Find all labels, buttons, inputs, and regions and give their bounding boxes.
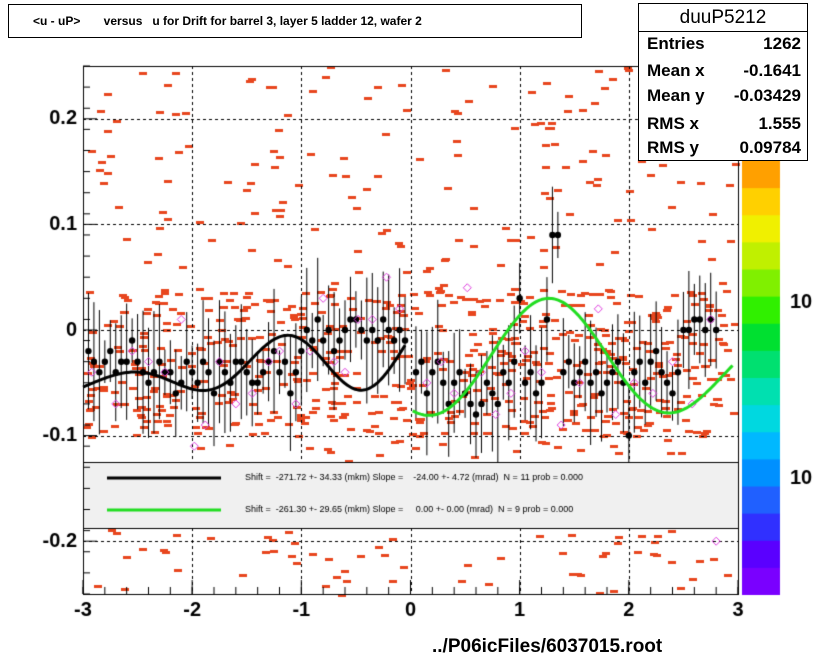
stats-key: RMS x	[647, 114, 699, 133]
stats-row-rms-x: RMS x 1.555	[647, 114, 801, 138]
stats-box: duuP5212 Entries 1262 Mean x -0.1641 Mea…	[638, 3, 808, 161]
stats-row-rms-y: RMS y 0.09784	[647, 138, 801, 162]
stats-key: Mean y	[647, 86, 705, 105]
stats-key: Mean x	[647, 61, 705, 80]
stats-key: RMS y	[647, 138, 699, 157]
stats-row-entries: Entries 1262	[647, 34, 801, 58]
chart-title: <u - uP> versus u for Drift for barrel 3…	[33, 14, 422, 28]
stats-value: 1.555	[758, 114, 801, 133]
stats-row-mean-y: Mean y -0.03429	[647, 86, 801, 110]
chart-title-box: <u - uP> versus u for Drift for barrel 3…	[8, 4, 582, 38]
stats-value: -0.1641	[743, 61, 801, 80]
stats-row-mean-x: Mean x -0.1641	[647, 61, 801, 85]
stats-value: 1262	[763, 34, 801, 53]
stats-name: duuP5212	[639, 4, 807, 32]
stats-value: -0.03429	[733, 86, 801, 105]
stats-key: Entries	[647, 34, 705, 53]
stats-value: 0.09784	[739, 138, 801, 157]
file-path-label: ../P06icFiles/6037015.root	[432, 636, 663, 657]
